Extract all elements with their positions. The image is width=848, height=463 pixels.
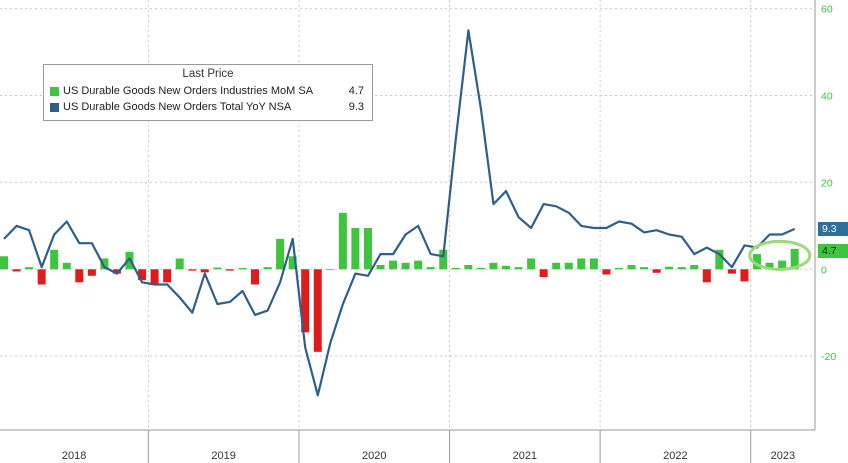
x-year-label: 2018	[62, 450, 86, 462]
bar	[790, 248, 799, 270]
bar	[627, 264, 636, 270]
chart-legend: Last Price US Durable Goods New Orders I…	[43, 64, 373, 121]
bar	[489, 262, 498, 270]
bar	[690, 264, 699, 270]
bar	[338, 212, 347, 270]
last-value-tag-line: 9.3	[818, 221, 848, 236]
bar	[326, 269, 335, 271]
bar	[426, 267, 435, 270]
x-year-label: 2023	[771, 450, 795, 462]
bar	[288, 256, 297, 270]
legend-swatch-green	[50, 87, 59, 96]
bar	[602, 269, 611, 275]
bar	[213, 267, 222, 270]
bar	[765, 262, 774, 270]
x-year-label: 2022	[663, 450, 687, 462]
bar	[502, 265, 510, 270]
bar	[577, 258, 586, 270]
legend-item-bar-series: US Durable Goods New Orders Industries M…	[50, 85, 364, 99]
bar	[276, 238, 285, 270]
bar	[150, 269, 159, 285]
bar	[727, 269, 736, 274]
bar	[200, 269, 209, 273]
highlight-layer	[748, 239, 812, 271]
bar	[301, 269, 310, 333]
bar	[37, 269, 46, 285]
bar	[363, 228, 372, 270]
bar	[552, 262, 561, 270]
bar	[138, 269, 147, 281]
bar	[514, 267, 523, 270]
bar-series	[0, 212, 799, 352]
bar	[225, 269, 234, 271]
bar	[665, 266, 674, 270]
bar	[100, 258, 109, 270]
last-value-tag-bar: 4.7	[818, 243, 848, 258]
bar	[451, 267, 460, 270]
bar	[476, 267, 485, 270]
legend-title: Last Price	[182, 68, 234, 80]
bar	[464, 264, 473, 270]
bar	[652, 269, 661, 273]
bar	[87, 269, 96, 276]
legend-item-line-series: US Durable Goods New Orders Total YoY NS…	[50, 101, 364, 115]
bar	[715, 249, 724, 270]
y-tick-label: 40	[821, 91, 833, 103]
bar	[564, 262, 573, 270]
highlight-ellipse	[748, 239, 812, 271]
bar	[238, 267, 247, 270]
bar	[112, 269, 121, 274]
line-series	[3, 29, 796, 397]
x-year-label: 2021	[513, 450, 537, 462]
legend-value: 9.3	[348, 101, 364, 113]
bar	[50, 249, 59, 270]
legend-swatch-blue	[50, 103, 59, 112]
bar	[263, 267, 272, 270]
x-year-label: 2019	[211, 450, 235, 462]
bar	[251, 269, 259, 285]
y-tick-label: 60	[821, 4, 833, 16]
bar	[389, 260, 398, 270]
bar	[0, 256, 8, 270]
legend-label: US Durable Goods New Orders Total YoY NS…	[63, 101, 292, 113]
bar	[25, 267, 34, 270]
bar	[527, 258, 536, 270]
bar	[163, 269, 172, 283]
bar	[313, 269, 322, 352]
bar	[12, 269, 21, 272]
bar	[75, 269, 84, 283]
bar	[376, 264, 385, 270]
bar	[753, 254, 761, 270]
bar	[439, 249, 448, 270]
bar	[62, 262, 71, 270]
legend-value: 4.7	[348, 85, 364, 97]
x-year-label: 2020	[362, 450, 386, 462]
y-tick-label: 0	[821, 264, 827, 276]
series-line	[3, 29, 796, 397]
bar	[614, 267, 623, 270]
bar	[351, 228, 360, 270]
bar	[188, 269, 197, 271]
bar	[175, 258, 184, 270]
bar	[401, 262, 410, 270]
y-tick-label: -20	[821, 351, 836, 363]
bar	[414, 260, 423, 270]
y-tick-label: 20	[821, 177, 833, 189]
legend-label: US Durable Goods New Orders Industries M…	[63, 85, 314, 97]
bar	[740, 269, 749, 282]
bar	[589, 258, 598, 270]
bar	[640, 267, 649, 270]
bar	[677, 267, 686, 270]
bar	[778, 260, 787, 270]
bar	[702, 269, 711, 283]
bar	[539, 269, 548, 278]
